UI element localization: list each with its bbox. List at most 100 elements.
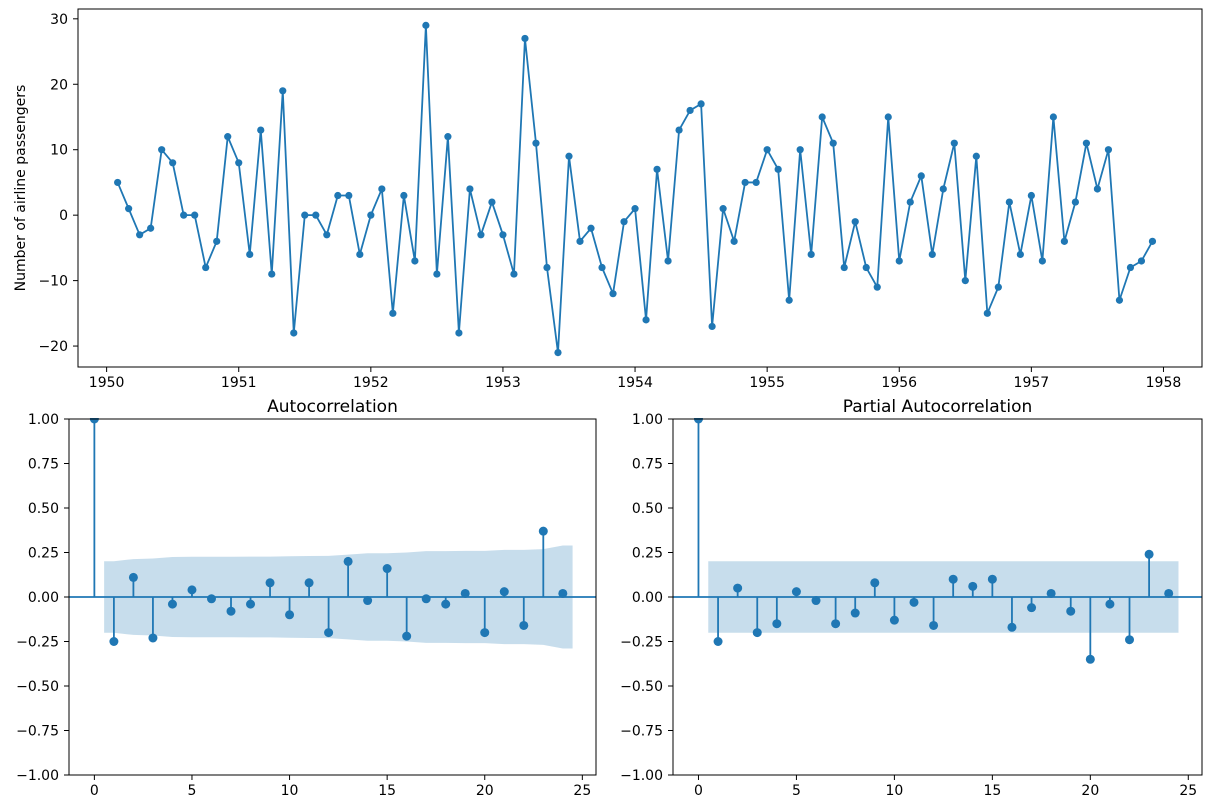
data-point [1016,250,1024,259]
data-point [128,572,138,582]
acf-x-tick-label: 5 [188,783,197,799]
data-point [206,594,216,604]
acf-plot: 0 5 10 15 20 25 1.00 0.75 0.50 0.25 0.00 −0.25 −0.50… [16,412,597,799]
data-point [125,205,133,213]
pacf-axis-ticks [668,418,1189,780]
data-point [363,596,373,606]
pacf-y-tick-label: −0.75 [620,724,663,740]
data-point [1105,599,1115,609]
timeseries-tick-labels: 1950 1951 1952 1953 1954 1955 1956 1957 1958 30 20… [38,12,1181,391]
data-point [928,250,936,259]
data-point [675,126,683,134]
data-point [1148,237,1157,245]
data-point [558,588,568,598]
pacf-stems [697,419,1170,660]
timeseries-plot: 1950 1951 1952 1953 1954 1955 1956 1957 1958 30 20… [38,8,1203,391]
data-point [968,581,978,591]
data-point [1066,606,1076,616]
data-point [713,637,723,646]
data-point [895,257,903,265]
data-point [983,309,991,317]
acf-y-tick-label: −0.25 [16,635,59,651]
data-point [444,133,452,141]
data-point [939,185,947,193]
data-point [850,608,860,618]
data-point [235,159,243,167]
data-point [948,574,958,584]
data-point [334,191,342,200]
data-point [686,106,694,115]
data-point [785,296,793,304]
data-point [1093,185,1102,193]
data-point [741,178,749,187]
data-point [510,270,518,278]
data-point [323,231,331,239]
acf-y-tick-label: −0.75 [16,724,59,740]
data-point [587,224,595,232]
timeseries-x-tick-label: 1957 [1014,375,1050,391]
data-point [257,126,265,134]
data-point [642,316,650,324]
data-point [929,620,939,630]
data-point [631,205,639,213]
data-point [620,218,628,226]
data-point [290,329,298,337]
pacf-x-tick-label: 5 [792,783,801,799]
data-point [565,152,573,160]
data-point [950,139,958,147]
data-point [653,165,661,173]
data-point [576,237,584,245]
acf-y-tick-label: −0.50 [16,679,59,695]
acf-x-tick-label: 25 [573,783,591,799]
data-point [279,87,287,95]
acf-x-tick-label: 10 [281,783,299,799]
timeseries-y-tick-label: 30 [50,12,68,28]
data-point [202,263,210,272]
data-point [1115,296,1124,304]
pacf-data [673,418,1202,664]
data-point [136,231,144,239]
data-point [169,159,177,167]
data-point [811,596,821,606]
acf-x-tick-label: 0 [90,783,99,799]
data-point [433,270,441,278]
data-point [1007,622,1017,632]
timeseries-x-tick-label: 1958 [1146,375,1182,391]
timeseries-markers [114,21,1157,357]
timeseries-y-tick-label: 20 [50,77,68,93]
data-point [532,139,540,147]
data-point [460,588,470,598]
data-point [1137,257,1146,265]
data-point [752,628,762,638]
timeseries-axes-frame [77,8,1203,368]
data-point [906,198,914,206]
data-point [180,211,188,219]
data-point [343,556,353,566]
data-point [791,587,801,597]
data-point [411,257,419,265]
data-point [772,619,782,629]
data-point [304,578,314,588]
data-point [246,599,256,609]
data-point [831,619,841,629]
pacf-y-tick-label: 1.00 [632,412,663,428]
data-point [851,218,859,226]
data-point [158,146,166,154]
data-point [730,237,738,245]
timeseries-x-tick-label: 1955 [749,375,785,391]
data-point [884,113,892,121]
data-point [543,263,551,272]
data-point [382,564,392,574]
acf-markers [89,418,568,646]
pacf-y-tick-label: −0.50 [620,679,663,695]
data-point [480,628,490,638]
data-point [1144,549,1154,559]
data-point [1060,237,1068,245]
pacf-x-tick-label: 15 [983,783,1001,799]
data-point [301,211,309,219]
timeseries-x-tick-label: 1953 [485,375,521,391]
data-point [224,133,232,141]
data-point [167,599,177,609]
